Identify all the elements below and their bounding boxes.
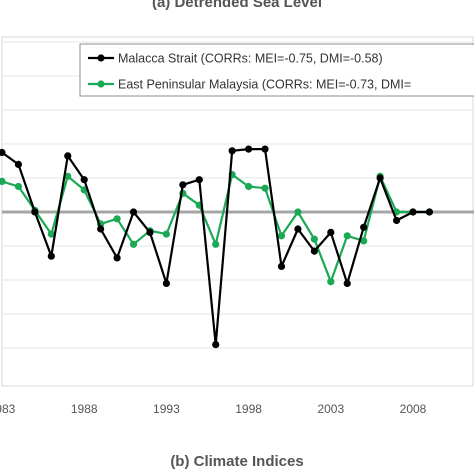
data-point: [212, 341, 220, 349]
legend-label-malacca: Malacca Strait (CORRs: MEI=-0.75, DMI=-0…: [118, 52, 383, 66]
data-point: [129, 208, 138, 216]
x-tick-label: 2008: [400, 402, 427, 416]
data-point: [228, 147, 236, 155]
x-tick-label: 1993: [153, 402, 180, 416]
data-point: [425, 208, 434, 216]
data-point: [14, 160, 23, 168]
legend-label-east-peninsular: East Peninsular Malaysia (CORRs: MEI=-0.…: [118, 78, 411, 92]
x-tick-label: 2003: [317, 402, 344, 416]
data-point: [179, 181, 187, 189]
x-tick-label: 1983: [0, 402, 16, 416]
data-point: [47, 252, 55, 260]
data-point: [277, 262, 286, 270]
data-point: [245, 182, 253, 191]
data-point: [64, 152, 72, 160]
data-point: [80, 176, 88, 184]
data-point: [47, 230, 55, 238]
data-point: [195, 176, 203, 184]
series-layer: [0, 145, 434, 349]
data-point: [97, 225, 105, 233]
data-point: [129, 240, 138, 248]
data-point: [14, 182, 23, 191]
data-point: [294, 208, 302, 216]
data-point: [327, 278, 335, 286]
legend-box: [79, 43, 474, 97]
data-point: [327, 228, 335, 236]
data-point: [261, 184, 269, 192]
chart-title: (a) Detrended Sea Level: [151, 0, 323, 11]
data-point: [376, 174, 384, 182]
data-point: [310, 235, 318, 243]
legend-marker-malacca: [97, 54, 105, 62]
data-point: [64, 172, 72, 180]
data-point: [310, 247, 318, 255]
data-point: [392, 216, 401, 225]
data-point: [0, 148, 6, 157]
next-panel-title: (b) Climate Indices: [170, 453, 304, 470]
legend: Malacca Strait (CORRs: MEI=-0.75, DMI=-0…: [79, 43, 474, 97]
data-point: [162, 279, 170, 287]
data-point: [212, 240, 220, 248]
x-tick-label: 1988: [71, 402, 98, 416]
data-point: [343, 232, 351, 240]
data-point: [245, 145, 253, 153]
data-point: [162, 230, 170, 238]
x-tick-label: 1998: [235, 402, 262, 416]
data-point: [409, 208, 417, 216]
data-point: [294, 225, 302, 233]
data-point: [277, 232, 286, 240]
x-tick-labels: 1983 1988 1993 1998 2003 2008: [0, 402, 427, 416]
legend-marker-east-peninsular: [97, 80, 105, 88]
data-point: [360, 223, 368, 231]
data-point: [261, 145, 269, 153]
data-point: [146, 228, 154, 236]
data-point: [360, 237, 368, 245]
data-point: [31, 208, 39, 216]
data-point: [113, 254, 121, 262]
data-point: [343, 279, 351, 287]
data-point: [113, 215, 121, 223]
data-point: [0, 177, 6, 185]
